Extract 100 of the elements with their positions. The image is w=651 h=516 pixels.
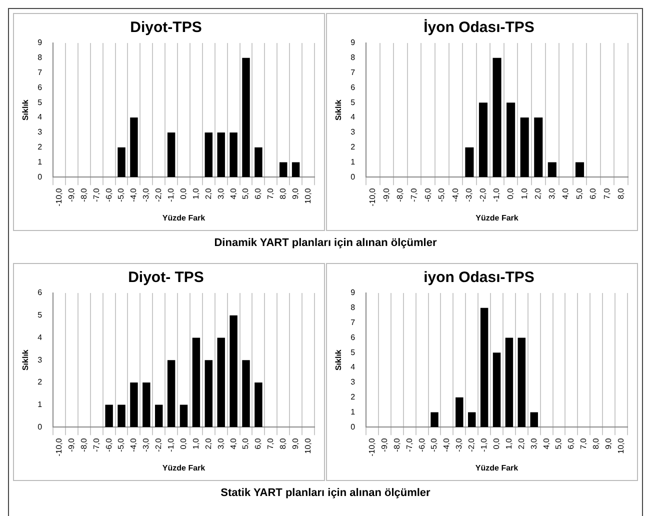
- x-axis-title: Yüzde Fark: [162, 463, 206, 472]
- x-tick-label: 4,0: [228, 438, 238, 450]
- y-axis-title: Sıklık: [21, 99, 30, 121]
- y-tick-label: 1: [38, 400, 43, 410]
- x-tick-label: 2,0: [516, 438, 526, 450]
- x-tick-label: -7,0: [410, 188, 419, 202]
- x-tick-label: 5,0: [554, 438, 564, 450]
- bar: [118, 404, 126, 428]
- bar: [520, 118, 529, 178]
- bar: [530, 412, 538, 428]
- x-tick-label: -4,0: [450, 188, 460, 202]
- bar: [492, 58, 502, 178]
- x-tick-label: -7,0: [92, 188, 101, 202]
- bar: [217, 338, 225, 428]
- x-tick-label: 7,0: [602, 188, 612, 200]
- y-tick-label: 4: [38, 112, 43, 122]
- bar: [230, 132, 238, 178]
- x-tick-label: 10,0: [303, 438, 312, 454]
- y-tick-label: 6: [38, 82, 43, 92]
- x-tick-label: 9,0: [291, 438, 300, 450]
- x-tick-label: 3,0: [216, 438, 226, 450]
- x-tick-label: 6,0: [566, 438, 576, 450]
- x-tick-label: 5,0: [241, 188, 250, 200]
- bar: [430, 412, 438, 428]
- y-tick-label: 9: [38, 38, 43, 48]
- x-tick-label: -10,0: [367, 438, 376, 456]
- x-tick-label: 7,0: [579, 438, 588, 450]
- x-tick-label: 8,0: [616, 188, 626, 200]
- x-tick-label: -2,0: [154, 188, 164, 202]
- x-tick-label: 7,0: [266, 438, 276, 450]
- bar: [548, 162, 556, 178]
- x-tick-label: -6,0: [104, 438, 114, 452]
- x-tick-label: -9,0: [382, 188, 391, 202]
- x-tick-label: 5,0: [574, 188, 584, 200]
- bar: [242, 360, 250, 428]
- chart-title: İyon Odası-TPS: [424, 19, 534, 36]
- x-tick-label: -5,0: [116, 188, 126, 202]
- x-tick-label: -1,0: [166, 438, 176, 452]
- bar: [292, 162, 300, 178]
- bar: [575, 162, 584, 178]
- x-tick-label: 0,0: [178, 188, 188, 200]
- x-tick-label: 8,0: [278, 438, 288, 450]
- bar: [492, 352, 501, 428]
- x-tick-label: 4,0: [228, 188, 238, 200]
- bar: [242, 58, 250, 178]
- x-tick-label: 7,0: [266, 188, 276, 200]
- bar: [180, 404, 188, 428]
- bar: [230, 315, 238, 428]
- x-axis-title: Yüzde Fark: [475, 463, 519, 472]
- y-tick-label: 5: [38, 98, 43, 107]
- y-tick-label: 4: [38, 332, 43, 342]
- x-tick-label: -5,0: [116, 438, 126, 452]
- x-tick-label: -10,0: [54, 188, 64, 206]
- y-axis-title: Sıklık: [334, 349, 344, 371]
- y-tick-label: 7: [38, 68, 43, 78]
- x-tick-label: -9,0: [380, 438, 389, 452]
- x-tick-label: -1,0: [480, 438, 489, 452]
- x-tick-label: -6,0: [417, 438, 426, 452]
- y-axis-title: Sıklık: [21, 349, 30, 371]
- y-tick-label: 1: [38, 157, 43, 166]
- x-tick-label: -6,0: [104, 188, 114, 202]
- x-tick-label: -4,0: [129, 188, 138, 202]
- x-tick-label: 1,0: [520, 188, 529, 200]
- x-tick-label: -9,0: [66, 188, 76, 202]
- y-tick-label: 2: [350, 392, 356, 402]
- y-tick-label: 2: [38, 378, 43, 387]
- x-tick-label: -2,0: [154, 438, 164, 452]
- y-tick-label: 1: [350, 157, 356, 166]
- bar: [192, 338, 200, 428]
- y-tick-label: 5: [350, 98, 356, 107]
- bar: [204, 132, 213, 178]
- bar: [478, 102, 488, 178]
- y-tick-label: 7: [350, 318, 356, 328]
- y-tick-label: 8: [350, 303, 356, 312]
- x-tick-label: -1,0: [492, 188, 502, 202]
- x-tick-label: -2,0: [467, 438, 476, 452]
- chart-title: Diyot- TPS: [128, 269, 204, 286]
- x-tick-label: -5,0: [430, 438, 439, 452]
- x-tick-label: 0,0: [178, 438, 188, 450]
- bar: [534, 118, 543, 178]
- bar: [254, 382, 262, 428]
- x-tick-label: -1,0: [166, 188, 176, 202]
- x-axis-title: Yüzde Fark: [476, 213, 519, 222]
- y-tick-label: 2: [38, 142, 43, 152]
- bar: [167, 132, 176, 178]
- x-tick-label: 6,0: [254, 188, 263, 200]
- x-axis-title: Yüzde Fark: [162, 213, 206, 222]
- x-tick-label: 1,0: [191, 438, 200, 450]
- bar: [155, 404, 163, 428]
- x-tick-label: -8,0: [79, 438, 88, 452]
- bar: [142, 382, 150, 428]
- y-tick-label: 0: [38, 422, 43, 432]
- bar: [480, 308, 488, 428]
- x-tick-label: -10,0: [368, 188, 378, 206]
- x-tick-label: -9,0: [66, 438, 76, 452]
- x-tick-label: 8,0: [278, 188, 288, 200]
- x-tick-label: 0,0: [492, 438, 501, 450]
- bar: [254, 147, 262, 178]
- bar: [204, 360, 213, 428]
- y-tick-label: 6: [350, 332, 356, 342]
